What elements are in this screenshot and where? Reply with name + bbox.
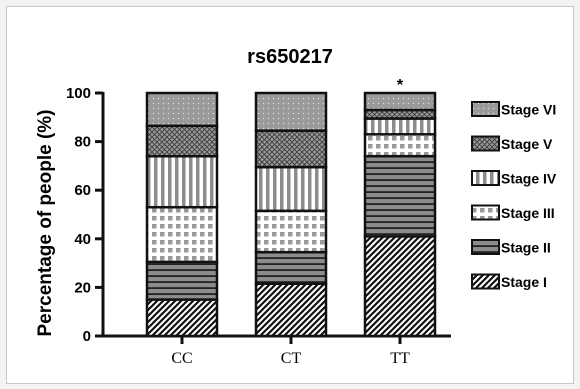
bar-segment — [145, 154, 219, 209]
bar-segment — [145, 124, 219, 158]
x-tick-label: CC — [171, 350, 192, 367]
x-tick-label: CT — [281, 350, 302, 367]
bar-segment — [254, 209, 328, 254]
bar-segment — [254, 282, 328, 338]
y-axis-label: Percentage of people (%) — [35, 110, 56, 337]
significance-annotation: * — [397, 77, 404, 94]
y-tick-label: 20 — [74, 279, 91, 296]
legend-label: Stage IV — [501, 171, 557, 187]
chart-frame: rs650217 Percentage of people (%) 0 20 40 6… — [6, 6, 574, 384]
legend-swatch — [471, 135, 500, 152]
legend-label: Stage VI — [501, 102, 556, 118]
x-tick-label: TT — [390, 350, 410, 367]
bar-segment — [254, 250, 328, 286]
legend-swatch — [471, 273, 500, 290]
stacked-bar-chart: rs650217 Percentage of people (%) 0 20 40 6… — [35, 46, 557, 367]
bar-segment — [363, 235, 437, 338]
bar-segment — [254, 165, 328, 213]
bar-segment — [363, 154, 437, 238]
legend-label: Stage II — [501, 240, 551, 256]
bar-segment — [363, 117, 437, 136]
legend-label: Stage I — [501, 274, 547, 290]
bar-segment — [254, 129, 328, 169]
bar-segment — [254, 91, 328, 132]
bars: * — [145, 77, 437, 338]
y-tick-label: 60 — [74, 182, 91, 199]
legend-label: Stage III — [501, 205, 555, 221]
bar-segment — [363, 108, 437, 120]
legend-swatch — [471, 239, 500, 255]
chart-title: rs650217 — [247, 46, 333, 68]
bar-segment — [145, 91, 219, 128]
bar-segment — [363, 133, 437, 158]
y-tick-label: 100 — [66, 85, 91, 102]
legend: Stage VI Stage V Stage IV Stage III Stage II… — [471, 101, 557, 290]
bar-segment — [145, 205, 219, 264]
bar-segment — [145, 260, 219, 301]
legend-swatch — [471, 101, 500, 117]
y-tick-label: 40 — [74, 231, 91, 248]
legend-swatch — [471, 170, 500, 186]
bar-segment — [363, 91, 437, 112]
bar-segment — [145, 298, 219, 338]
y-tick-label: 80 — [74, 134, 91, 151]
y-tick-label: 0 — [83, 328, 91, 345]
legend-label: Stage V — [501, 136, 553, 152]
legend-swatch — [471, 204, 500, 221]
